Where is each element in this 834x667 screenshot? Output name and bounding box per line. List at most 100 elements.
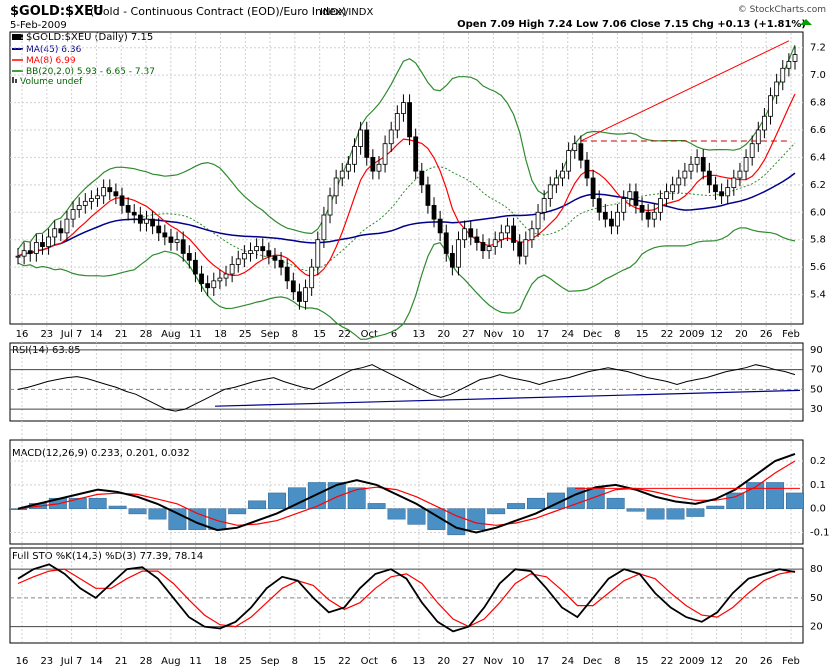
up-arrow-icon bbox=[800, 19, 812, 25]
candle-body bbox=[780, 67, 786, 83]
candle-body bbox=[578, 143, 584, 161]
macd-histogram-bar bbox=[327, 482, 346, 509]
candle-body bbox=[401, 102, 406, 114]
macd-histogram-bar bbox=[646, 508, 665, 520]
candle-body bbox=[107, 187, 113, 193]
candle-body bbox=[205, 283, 211, 289]
candle-body bbox=[535, 211, 541, 230]
x-tick-label-top: 21 bbox=[115, 329, 128, 340]
candle-body bbox=[211, 280, 217, 289]
macd-histogram-bar bbox=[527, 497, 545, 509]
candle-body bbox=[468, 228, 474, 238]
x-tick-label-bottom: 22 bbox=[338, 656, 351, 667]
brand-watermark: © StockCharts.com bbox=[738, 5, 826, 15]
candle-body bbox=[382, 143, 388, 165]
macd-tick-label: 0.0 bbox=[810, 504, 826, 515]
candle-body bbox=[523, 239, 529, 257]
candle-body bbox=[664, 191, 669, 199]
volume-icon-bar bbox=[15, 79, 17, 83]
legend-volume: Volume undef bbox=[20, 77, 83, 87]
candle-body bbox=[144, 218, 149, 224]
candle-body bbox=[658, 198, 663, 213]
candle-body bbox=[419, 170, 425, 186]
candle-body bbox=[407, 102, 412, 138]
x-tick-label-bottom: 8 bbox=[614, 656, 620, 667]
candle-body bbox=[40, 242, 45, 247]
macd-histogram-bar bbox=[467, 508, 486, 530]
candle-body bbox=[449, 253, 455, 268]
x-tick-label-top: 12 bbox=[710, 329, 723, 340]
price-tick-label: 6.0 bbox=[810, 207, 826, 218]
sto-legend: Full STO %K(14,3) %D(3) 77.39, 78.14 bbox=[12, 551, 203, 562]
candle-body bbox=[223, 273, 229, 279]
candle-body bbox=[474, 236, 480, 243]
candle-body bbox=[352, 146, 357, 165]
candle-body bbox=[633, 191, 639, 206]
candle-body bbox=[462, 228, 468, 241]
macd-histogram-bar bbox=[208, 508, 227, 530]
candle-body bbox=[492, 239, 498, 247]
candle-body bbox=[21, 250, 27, 257]
candle-body bbox=[505, 225, 510, 234]
candle-body bbox=[700, 157, 706, 172]
candle-body bbox=[327, 195, 333, 216]
candle-body bbox=[376, 163, 382, 172]
candle-body bbox=[186, 253, 192, 261]
x-tick-label-bottom: 26 bbox=[760, 656, 773, 667]
candle-body bbox=[713, 184, 718, 193]
candle-body bbox=[290, 280, 296, 293]
x-tick-label-top: 11 bbox=[189, 329, 202, 340]
plot-layer: 16 16 23 23 Jul 7 Jul 7 14 14 21 21 28 28 Aug Aug 11 11… bbox=[9, 33, 830, 667]
x-tick-label-bottom: 27 bbox=[462, 656, 475, 667]
rsi-panel bbox=[9, 342, 804, 422]
x-tick-label-top: 15 bbox=[636, 329, 649, 340]
x-tick-label-top: Nov bbox=[484, 329, 504, 340]
candle-body bbox=[58, 228, 64, 234]
candle-body bbox=[749, 143, 755, 158]
candle-body bbox=[89, 198, 94, 202]
candle-body bbox=[639, 205, 645, 213]
candle-body bbox=[235, 258, 241, 265]
x-tick-label-top: 10 bbox=[512, 329, 525, 340]
price-tick-label: 5.6 bbox=[810, 262, 826, 273]
candle-body bbox=[284, 266, 290, 282]
x-tick-label-top: Oct bbox=[361, 329, 378, 340]
x-tick-label-top: 18 bbox=[214, 329, 227, 340]
macd-histogram-bar bbox=[68, 497, 87, 509]
candle-body bbox=[113, 191, 119, 197]
candle-body bbox=[364, 129, 370, 158]
candle-body bbox=[394, 113, 400, 131]
legend-main: $GOLD:$XEU (Daily) 7.15 bbox=[26, 32, 153, 43]
candle-body bbox=[792, 54, 798, 62]
x-tick-label-bottom: 25 bbox=[239, 656, 252, 667]
legend-ma45: MA(45) 6.36 bbox=[26, 45, 82, 55]
candle-body bbox=[333, 177, 339, 197]
x-tick-label-bottom: 21 bbox=[115, 656, 128, 667]
candle-body bbox=[358, 129, 364, 147]
macd-legend: MACD(12,26,9) 0.233, 0.201, 0.032 bbox=[12, 448, 190, 459]
x-tick-label-bottom: Dec bbox=[583, 656, 602, 667]
candle-body bbox=[156, 225, 162, 234]
candle-body bbox=[70, 209, 76, 220]
x-tick-label-bottom: 2009 bbox=[679, 656, 704, 667]
legend-swatch-main bbox=[12, 34, 23, 40]
symbol-description: (Gold - Continuous Contract (EOD)/Euro I… bbox=[90, 5, 346, 18]
macd-histogram-bar bbox=[128, 508, 147, 515]
candle-body bbox=[694, 157, 700, 165]
candle-body bbox=[15, 255, 21, 258]
rsi-tick-label: 30 bbox=[810, 404, 823, 415]
candle-body bbox=[725, 187, 731, 197]
candle-body bbox=[27, 250, 33, 254]
rsi-line bbox=[17, 364, 796, 412]
x-tick-label-top: 16 bbox=[16, 329, 29, 340]
candle-body bbox=[706, 170, 712, 186]
candle-body bbox=[174, 239, 180, 243]
candle-body bbox=[131, 211, 137, 216]
candle-body bbox=[217, 277, 223, 282]
candle-body bbox=[737, 170, 743, 179]
x-tick-label-bottom: 17 bbox=[537, 656, 550, 667]
x-tick-label-top: 15 bbox=[313, 329, 326, 340]
candle-body bbox=[541, 198, 547, 213]
candle-body bbox=[517, 242, 523, 257]
candle-body bbox=[670, 184, 676, 193]
